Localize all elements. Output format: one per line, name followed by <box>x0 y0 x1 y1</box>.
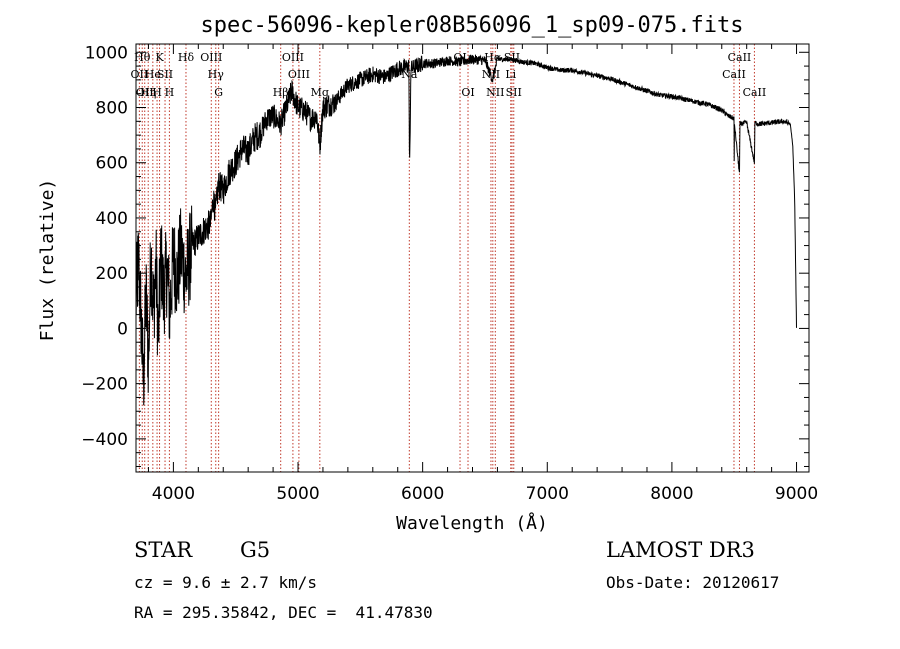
y-tick-label: 200 <box>96 264 128 284</box>
line-label-12: G <box>214 86 223 99</box>
y-axis-label: Flux (relative) <box>37 179 58 342</box>
line-label-6: K <box>155 51 164 64</box>
line-label-1: Hθ <box>134 51 151 64</box>
line-label-21: Hα <box>484 51 502 64</box>
line-label-7: SII <box>157 68 173 81</box>
x-axis-label: Wavelength (Å) <box>396 512 548 534</box>
line-label-16: Mg <box>311 86 329 99</box>
emission-line-markers <box>138 44 755 472</box>
y-tick-label: −200 <box>81 375 128 395</box>
x-tick-label: 9000 <box>775 484 818 504</box>
line-label-9: Hδ <box>178 51 195 64</box>
obs-date-readout: Obs-Date: 20120617 <box>606 573 780 592</box>
line-label-15: OIII <box>288 68 310 81</box>
line-label-13: Hβ <box>273 86 289 99</box>
line-label-25: SII <box>506 86 522 99</box>
line-label-27: CaII <box>728 51 752 64</box>
line-label-11: Hγ <box>208 68 225 81</box>
line-label-8: H <box>165 86 175 99</box>
y-tick-label: −400 <box>81 430 128 450</box>
spectrum-line <box>135 54 797 406</box>
x-tick-label: 7000 <box>526 484 569 504</box>
line-label-14: OIII <box>282 51 304 64</box>
y-tick-label: 400 <box>96 209 128 229</box>
line-label-4: He <box>145 68 161 81</box>
plot-frame <box>135 43 810 473</box>
y-tick-label: 0 <box>117 319 128 339</box>
x-tick-label: 4000 <box>152 484 195 504</box>
x-tick-label: 5000 <box>276 484 319 504</box>
line-label-3: Hη <box>140 86 156 99</box>
line-label-19: OI <box>461 86 474 99</box>
subclass-label: G5 <box>240 538 271 562</box>
line-label-5: H <box>152 86 162 99</box>
chart-title: spec-56096-kepler08B56096_1_sp09-075.fit… <box>200 13 743 38</box>
cz-readout: cz = 9.6 ± 2.7 km/s <box>134 573 318 592</box>
coords-readout: RA = 295.35842, DEC = 41.47830 <box>134 603 433 622</box>
y-tick-label: 800 <box>96 99 128 119</box>
y-tick-label: 1000 <box>85 43 128 63</box>
x-tick-label: 8000 <box>650 484 693 504</box>
line-label-26: CaII <box>722 68 746 81</box>
x-axis-ticks: 4000 5000 6000 7000 8000 9000 <box>147 44 818 504</box>
line-label-22: NII <box>486 86 504 99</box>
line-label-10: OIII <box>200 51 222 64</box>
line-label-0: OII <box>131 68 149 81</box>
y-axis-ticks: −400 −200 0 200 400 600 800 1000 <box>81 43 809 467</box>
line-label-23: Li <box>505 68 516 81</box>
line-label-28: CaII <box>743 86 767 99</box>
survey-label: LAMOST DR3 <box>606 538 755 562</box>
class-label: STAR <box>134 538 193 562</box>
y-tick-label: 600 <box>96 154 128 174</box>
line-label-2: OII <box>136 86 154 99</box>
x-tick-label: 6000 <box>401 484 444 504</box>
